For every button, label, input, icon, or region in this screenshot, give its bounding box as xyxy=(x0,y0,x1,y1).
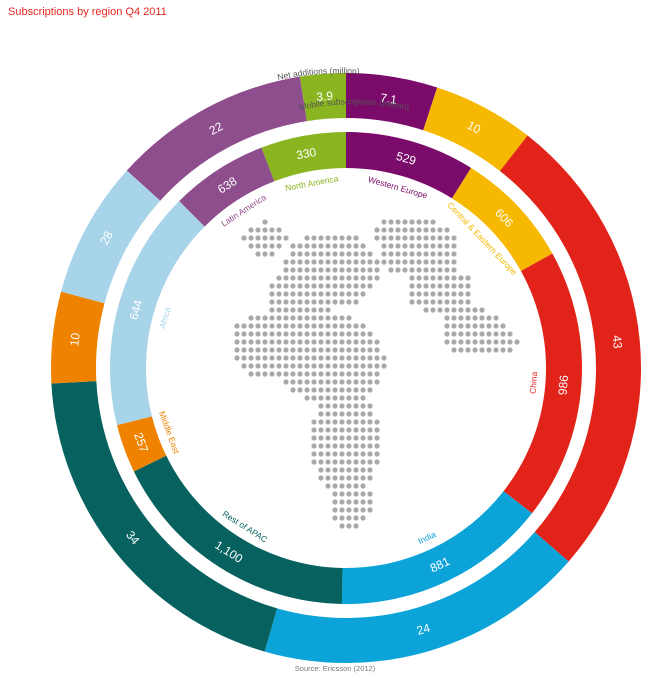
net-additions-segment-central-and-eastern-europe xyxy=(423,87,528,171)
region-label-india: India xyxy=(416,529,437,546)
subscriptions-segment-middle-east xyxy=(117,416,167,472)
subscriptions-segment-india xyxy=(341,491,532,604)
net-additions-label-africa: 28 xyxy=(97,228,116,247)
net-additions-segment-middle-east xyxy=(50,291,105,384)
source-note: Source: Ericsson (2012) xyxy=(294,664,376,673)
subscriptions-label-africa: 644 xyxy=(127,298,146,321)
net-additions-label-middle-east: 10 xyxy=(67,332,82,347)
region-label-africa: Africa xyxy=(157,306,173,330)
subscriptions-segment-rest-of-apac xyxy=(133,455,343,604)
subscriptions-segment-north-america xyxy=(261,132,346,182)
subscriptions-label-middle-east: 257 xyxy=(131,431,151,455)
subscriptions-label-north-america: 330 xyxy=(295,145,318,162)
net-additions-segment-china xyxy=(499,135,641,562)
net-additions-segment-rest-of-apac xyxy=(51,381,278,652)
net-additions-segment-latin-america xyxy=(126,76,307,201)
subscriptions-segment-china xyxy=(503,253,583,514)
region-label-north-america: North America xyxy=(284,173,339,193)
net-additions-segment-india xyxy=(264,532,569,663)
region-label-china: China xyxy=(528,371,540,394)
net-additions-label-north-america: 3.9 xyxy=(316,89,334,104)
subscriptions-label-western-europe: 529 xyxy=(395,149,418,168)
subscriptions-segment-latin-america xyxy=(179,147,275,227)
net-additions-label-latin-america: 22 xyxy=(207,119,226,138)
ring-segments xyxy=(50,73,641,663)
page-title: Subscriptions by region Q4 2011 xyxy=(8,6,167,18)
net-additions-label-india: 24 xyxy=(415,621,432,638)
net-additions-label-western-europe: 7.1 xyxy=(379,91,398,107)
world-globe-icon xyxy=(234,219,520,529)
subscriptions-segment-africa xyxy=(110,201,205,426)
subscriptions-segment-central-and-eastern-europe xyxy=(451,167,553,272)
subscriptions-label-china: 986 xyxy=(556,374,572,395)
net-additions-segment-western-europe xyxy=(346,73,438,131)
net-additions-label-central-and-eastern-europe: 10 xyxy=(465,118,484,137)
net-additions-label-china: 43 xyxy=(610,335,625,350)
subscriptions-segment-western-europe xyxy=(346,132,472,199)
net-additions-segment-africa xyxy=(61,170,161,304)
net-additions-segment-north-america xyxy=(299,73,346,122)
